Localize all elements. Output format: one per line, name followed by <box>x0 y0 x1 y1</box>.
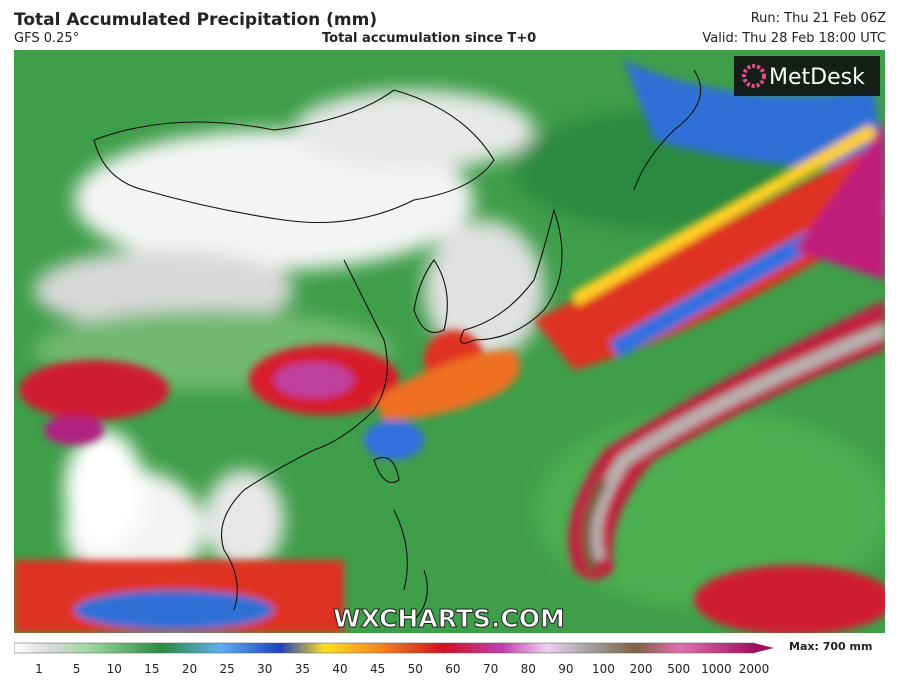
model: GFS 0.25° <box>14 31 80 46</box>
color-legend: Max: 700 mm 1 5 10 15 20 25 30 35 40 45 50 60 70 80 90… <box>14 640 900 691</box>
legend-tick-label: 90 <box>558 662 574 676</box>
legend-tick-label: 200 <box>629 662 653 676</box>
legend-tick-label: 5 <box>72 662 81 676</box>
precipitation-map: MetDesk WXCHARTS.COM <box>14 50 885 633</box>
watermark: WXCHARTS.COM <box>333 604 565 633</box>
legend-tick-label: 60 <box>445 662 461 676</box>
legend-tick-label: 15 <box>144 662 160 676</box>
legend-tick-label: 35 <box>294 662 311 676</box>
legend-tick-label: 70 <box>482 662 499 676</box>
run-time: Run: Thu 21 Feb 06Z <box>750 11 886 26</box>
max-label: Max: 700 mm <box>789 640 873 653</box>
legend-tick-label: 500 <box>667 662 691 676</box>
legend-tick-label: 80 <box>520 662 536 676</box>
legend-tick-label: 100 <box>592 662 615 676</box>
legend-tick-label: 10 <box>106 662 122 676</box>
legend-tick-label: 30 <box>257 662 273 676</box>
legend-tick-label: 50 <box>407 662 423 676</box>
legend-tick-label: 1000 <box>701 662 732 676</box>
subtitle: Total accumulation since T+0 <box>322 31 537 46</box>
legend-tick-label: 25 <box>219 662 235 676</box>
color-bar <box>14 642 774 654</box>
title: Total Accumulated Precipitation (mm) <box>14 10 378 30</box>
legend-tick-label: 2000 <box>738 662 770 676</box>
legend-tick-label: 1 <box>35 662 43 676</box>
valid-time: Valid: Thu 28 Feb 18:00 UTC <box>702 31 886 46</box>
legend-tick-label: 40 <box>332 662 348 676</box>
legend-tick-label: 45 <box>370 662 386 676</box>
logo: MetDesk <box>769 65 865 90</box>
legend-tick-label: 20 <box>181 662 198 676</box>
